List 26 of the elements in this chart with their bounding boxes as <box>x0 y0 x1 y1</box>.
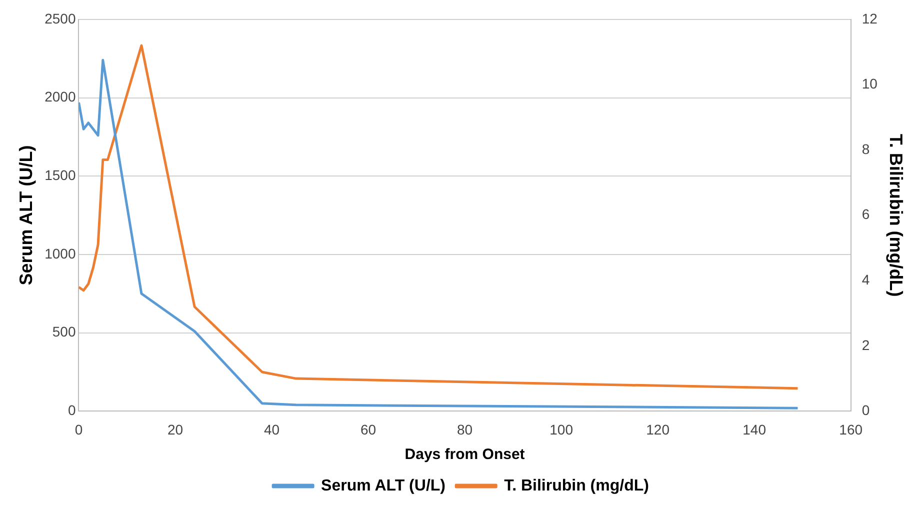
x-axis-title: Days from Onset <box>404 446 525 464</box>
y2-tick-label: 2 <box>862 336 870 353</box>
x-tick-label: 20 <box>167 421 184 438</box>
y2-tick-label: 10 <box>862 76 878 92</box>
y-tick-label: 500 <box>52 324 76 340</box>
x-tick-label: 160 <box>839 421 863 438</box>
y-axis-title: Serum ALT (U/L) <box>16 145 36 286</box>
y2-tick-label: 4 <box>862 271 870 288</box>
x-tick-label: 60 <box>360 421 376 438</box>
y2-tick-label: 8 <box>862 140 870 157</box>
legend-label: Serum ALT (U/L) <box>321 477 446 494</box>
x-tick-label: 40 <box>264 421 280 438</box>
y2-tick-label: 6 <box>862 206 870 222</box>
y2-tick-label: 0 <box>862 402 870 418</box>
x-tick-label: 140 <box>742 421 766 438</box>
y2-axis-title: T. Bilirubin (mg/dL) <box>886 134 906 297</box>
y-tick-label: 2500 <box>44 10 76 26</box>
x-tick-label: 100 <box>550 421 574 438</box>
y-tick-label: 0 <box>68 402 76 418</box>
legend-label: T. Bilirubin (mg/dL) <box>504 477 649 494</box>
y-tick-label: 1000 <box>44 245 76 262</box>
y-tick-label: 2000 <box>44 88 76 105</box>
x-tick-label: 80 <box>456 421 473 438</box>
y2-tick-label: 12 <box>862 10 878 26</box>
y-tick-label: 1500 <box>44 166 76 183</box>
x-tick-label: 120 <box>646 421 670 438</box>
